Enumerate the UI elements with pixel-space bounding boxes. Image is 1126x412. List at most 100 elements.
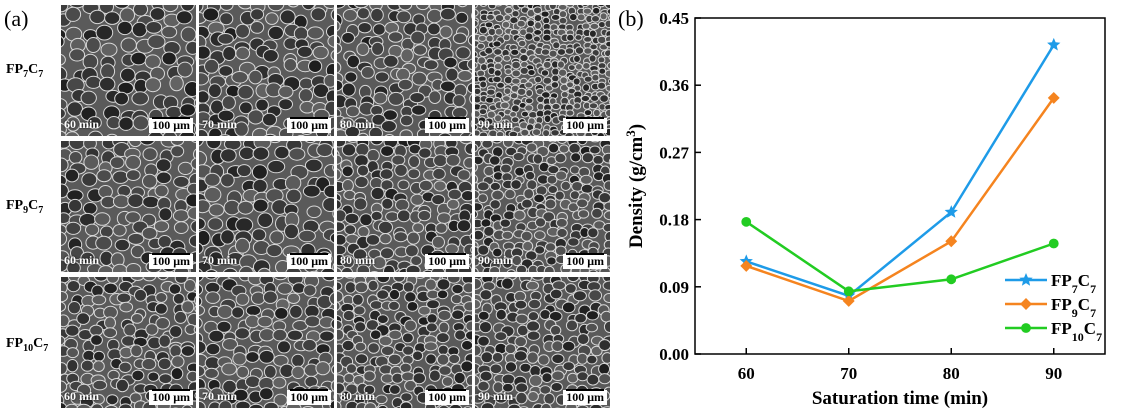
foam-cell [379,233,392,245]
foam-cell [577,209,590,219]
foam-cell [564,47,575,55]
foam-cell [566,81,574,89]
foam-cell [559,76,568,85]
foam-cell [565,319,579,332]
foam-cell [574,46,585,55]
foam-cell [526,351,539,364]
foam-cell [520,128,530,136]
legend-label: FP10C7 [1051,319,1102,344]
foam-cell [532,128,542,136]
foam-cell [608,54,610,60]
foam-cell [332,209,334,219]
foam-cell [504,361,518,373]
foam-cell [247,109,264,125]
foam-cell [237,5,253,10]
foam-cell [68,198,83,213]
foam-cell [61,66,68,82]
foam-cell [484,46,494,55]
foam-cell [222,338,238,351]
data-point-diamond [842,295,855,307]
foam-cell [162,5,179,13]
foam-cell [337,281,343,292]
foam-cell [515,264,528,272]
foam-cell [494,392,508,404]
foam-cell [527,311,540,322]
foam-cell [354,175,369,189]
foam-cell [354,281,369,294]
foam-cell [278,85,294,99]
foam-cell [555,217,568,228]
foam-cell [448,353,461,365]
foam-cell [217,304,233,319]
foam-cell [76,312,91,325]
foam-cell [519,66,529,75]
row-label-part: 7 [23,68,29,80]
foam-cell [257,212,274,228]
foam-cell [234,237,251,254]
foam-cell [309,270,319,272]
foam-cell [496,81,506,89]
foam-cell [61,5,69,13]
foam-cell [405,244,419,258]
foam-cell [327,34,334,48]
foam-cell [269,141,281,144]
foam-cell [469,232,472,241]
foam-cell [608,78,610,85]
foam-cell [475,202,483,212]
foam-cell [389,384,401,395]
foam-cell [567,237,580,247]
foam-cell [172,209,190,223]
foam-cell [330,50,334,61]
data-point-diamond [945,235,958,248]
foam-cell [436,353,450,366]
foam-cell [524,81,534,89]
foam-cell [475,229,485,241]
foam-cell [66,347,79,359]
foam-cell [550,81,560,89]
foam-cell [65,403,79,408]
foam-cell [322,197,334,212]
foam-cell [337,42,343,55]
sem-micrograph: 80 min 100 μm [337,277,472,408]
foam-cell [258,349,275,364]
foam-cell [515,313,529,325]
foam-cell [583,109,593,117]
foam-cell [199,217,206,231]
foam-cell [417,209,432,222]
foam-cell [114,5,130,9]
foam-cell [65,324,80,337]
foam-cell [177,161,194,175]
foam-cell [532,153,544,165]
foam-cell [329,292,334,306]
foam-cell [548,5,557,10]
foam-cell [199,317,203,329]
foam-cell [118,361,132,374]
foam-cell [216,320,232,333]
foam-cell-texture [475,5,610,136]
foam-cell [596,132,605,136]
foam-cell [523,188,535,200]
foam-cell [180,345,196,357]
foam-cell [341,165,354,178]
foam-cell [481,141,493,149]
foam-cell [251,228,267,242]
foam-cell [585,322,599,333]
foam-cell [501,230,514,240]
foam-cell [502,33,511,42]
foam-cell [299,77,314,90]
foam-cell [433,154,448,168]
foam-cell [608,158,610,166]
foam-cell [410,255,423,267]
foam-cell-texture [475,277,610,408]
foam-cell [80,251,95,265]
saturation-time-label: 60 min [64,389,100,403]
foam-cell [106,394,119,406]
foam-cell [504,343,517,355]
foam-cell [199,365,206,378]
sem-micrograph: 60 min 100 μm [61,277,196,408]
foam-cell [478,34,487,42]
foam-cell [443,56,458,69]
foam-cell [524,97,534,105]
foam-cell [118,116,134,131]
foam-cell [590,345,603,357]
